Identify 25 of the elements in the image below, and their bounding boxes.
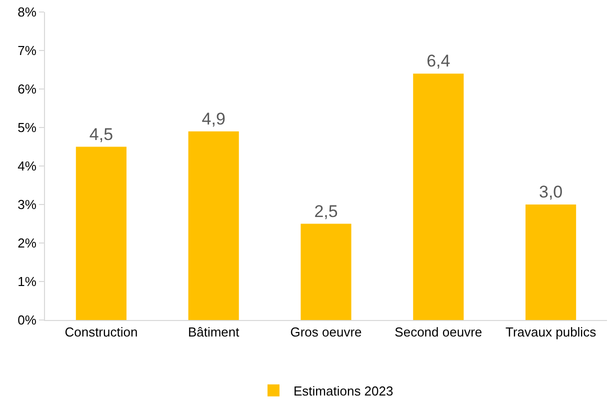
y-tick-label: 0%	[18, 312, 37, 328]
legend-label: Estimations 2023	[294, 383, 394, 398]
x-tick-label: Construction	[64, 324, 138, 340]
y-tick-label: 6%	[18, 82, 37, 97]
x-tick-label: Second oeuvre	[394, 324, 482, 340]
y-tick-label: 3%	[18, 197, 37, 212]
x-tick-label: Gros oeuvre	[290, 324, 362, 340]
y-tick-label: 7%	[18, 43, 37, 58]
data-label: 4,5	[89, 124, 114, 144]
bar	[300, 224, 352, 320]
y-tick-label: 4%	[18, 158, 37, 174]
bar	[188, 131, 239, 320]
bar	[526, 204, 576, 320]
x-tick-label: Travaux publics	[506, 324, 597, 340]
y-tick-label: 1%	[18, 274, 37, 290]
data-label: 4,9	[202, 109, 226, 128]
x-tick-label: Bâtiment	[188, 324, 240, 340]
y-tick-label: 8%	[18, 4, 37, 20]
data-label: 3,0	[538, 182, 563, 202]
data-label: 6,4	[426, 52, 450, 71]
data-label: 2,5	[314, 202, 338, 221]
y-tick-label: 2%	[18, 236, 37, 251]
y-tick-label: 5%	[18, 120, 37, 136]
bar	[413, 74, 464, 320]
bar	[76, 146, 126, 320]
